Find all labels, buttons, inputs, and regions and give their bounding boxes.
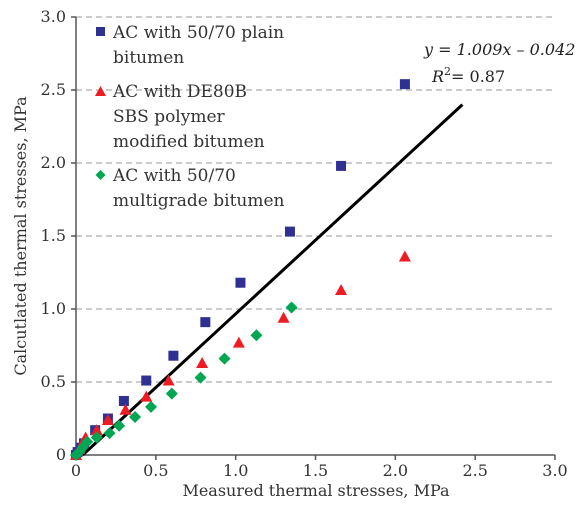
x-tick-label: 2.5: [462, 461, 487, 480]
legend-plain-line-1: AC with 50/70 plain: [112, 23, 284, 43]
x-tick-label: 3.0: [542, 461, 567, 480]
y-tick-label: 2.5: [41, 80, 66, 99]
data-point-triangle: [196, 357, 209, 369]
trendline: [81, 103, 464, 457]
data-point-diamond: [103, 427, 116, 440]
data-point-triangle: [119, 403, 132, 415]
r-squared-exponent: 2: [444, 65, 451, 78]
x-tick-label: 0.5: [143, 461, 168, 480]
data-point-diamond: [218, 352, 231, 365]
r-squared-symbol: R: [431, 67, 444, 86]
data-point-diamond: [165, 387, 178, 400]
data-point-square: [336, 160, 347, 171]
legend-multigrade-line-2: multigrade bitumen: [113, 191, 285, 211]
data-point-diamond: [81, 435, 94, 448]
ticks-layer: 0 0.5 1.0 1.5 2.0 2.5 3.0 0 0.5 1.0 1.5 2.0 2.5 3.0: [41, 7, 568, 480]
y-tick-label: 1.0: [41, 299, 66, 318]
data-point-diamond: [145, 400, 158, 413]
y-tick-label: 0.5: [41, 372, 66, 391]
y-tick-label: 3.0: [41, 7, 66, 26]
legend-sbs-line-2: SBS polymer: [113, 107, 226, 127]
data-point-square: [118, 395, 129, 406]
data-point-diamond: [285, 301, 298, 314]
data-point-triangle: [101, 413, 114, 425]
data-point-square: [235, 277, 246, 288]
x-tick-label: 0: [71, 461, 81, 480]
data-point-triangle: [140, 390, 153, 402]
data-point-square: [200, 317, 211, 328]
r-squared-value: = 0.87: [451, 67, 505, 86]
data-point-diamond: [113, 419, 126, 432]
legend-marker-sbs: [95, 86, 106, 96]
y-tick-label: 2.0: [41, 153, 66, 172]
legend-multigrade-line-1: AC with 50/70: [112, 166, 236, 186]
x-tick-label: 1.5: [303, 461, 328, 480]
legend-marker-plain: [96, 27, 105, 36]
points-layer: [70, 79, 411, 461]
data-point-square: [284, 226, 295, 237]
trend-layer: [81, 103, 464, 457]
data-point-diamond: [250, 329, 263, 342]
data-point-square: [168, 350, 179, 361]
data-point-diamond: [90, 431, 103, 444]
legend-sbs-line-1: AC with DE80B: [112, 82, 247, 102]
x-axis-label: Measured thermal stresses, MPa: [182, 481, 450, 500]
x-tick-label: 1.0: [223, 461, 248, 480]
data-point-triangle: [90, 424, 103, 436]
legend-plain-line-2: bitumen: [113, 48, 184, 68]
data-point-triangle: [335, 284, 348, 296]
regression-annotation: y = 1.009x – 0.042 R2= 0.87: [423, 40, 575, 86]
legend-marker-multigrade: [95, 170, 106, 180]
legend: AC with 50/70 plain bitumen AC with DE80…: [95, 23, 285, 211]
x-tick-label: 2.0: [383, 461, 408, 480]
r-squared-label: R2= 0.87: [431, 65, 505, 86]
data-point-diamond: [194, 371, 207, 384]
data-point-triangle: [398, 250, 411, 262]
y-tick-label: 0: [56, 445, 66, 464]
y-axis-label: Calcutlated thermal stresses, MPa: [11, 96, 30, 376]
legend-sbs-line-3: modified bitumen: [113, 132, 265, 152]
data-point-triangle: [232, 336, 245, 348]
data-point-square: [399, 79, 410, 90]
y-tick-label: 1.5: [41, 226, 66, 245]
data-point-diamond: [129, 411, 142, 424]
regression-equation: y = 1.009x – 0.042: [423, 40, 575, 59]
data-point-triangle: [162, 374, 175, 386]
data-point-square: [141, 375, 152, 386]
data-point-triangle: [277, 311, 290, 323]
